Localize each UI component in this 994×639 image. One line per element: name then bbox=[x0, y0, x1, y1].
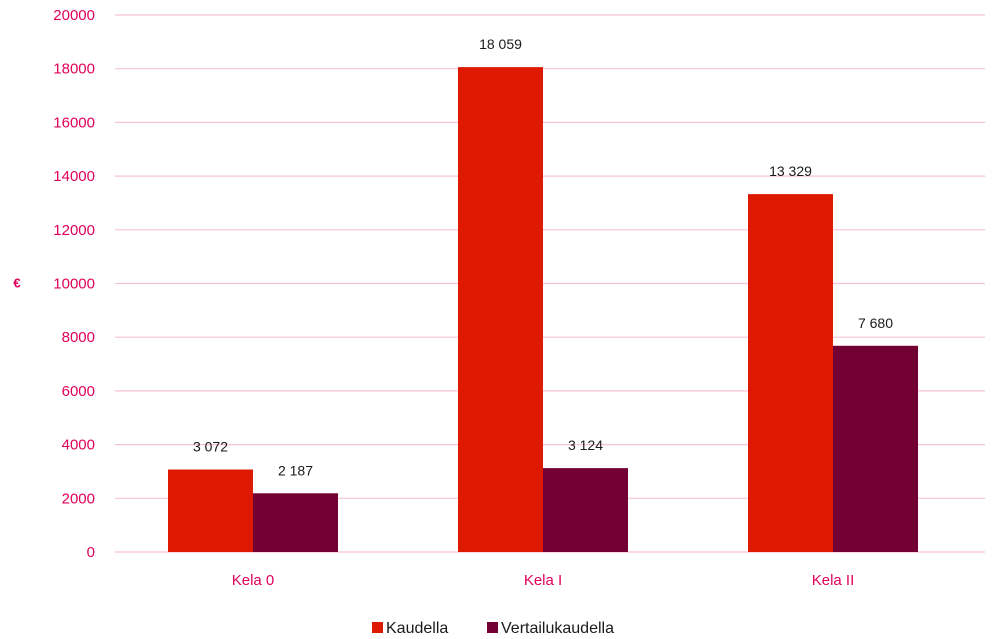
x-axis-ticks: Kela 0 Kela I Kela II bbox=[232, 572, 855, 589]
data-label: 3 072 bbox=[193, 439, 228, 455]
y-tick-label: 4000 bbox=[62, 437, 95, 454]
data-label: 3 124 bbox=[568, 437, 603, 453]
bar-vertailukaudella-3 bbox=[833, 345, 918, 552]
y-axis-ticks: 0 2000 4000 6000 8000 10000 12000 14000 16000 180… bbox=[53, 7, 95, 561]
y-tick-label: 16000 bbox=[53, 114, 95, 131]
y-axis-label: € bbox=[13, 276, 20, 291]
y-tick-label: 6000 bbox=[62, 383, 95, 400]
bar-kaudella-3 bbox=[748, 194, 833, 553]
y-tick-label: 2000 bbox=[62, 490, 95, 507]
bar-kaudella-2 bbox=[458, 67, 543, 553]
y-tick-label: 8000 bbox=[62, 329, 95, 346]
data-label: 7 680 bbox=[858, 315, 893, 331]
y-tick-label: 18000 bbox=[53, 61, 95, 78]
data-label: 2 187 bbox=[278, 462, 313, 478]
data-label: 13 329 bbox=[769, 163, 812, 179]
legend-label: Kaudella bbox=[386, 620, 448, 637]
x-tick-label: Kela I bbox=[524, 572, 562, 589]
legend-label: Vertailukaudella bbox=[501, 620, 614, 637]
x-tick-label: Kela 0 bbox=[232, 572, 275, 589]
bar-kaudella-1 bbox=[168, 469, 253, 552]
legend-swatch bbox=[372, 622, 383, 633]
x-tick-label: Kela II bbox=[812, 572, 855, 589]
data-label: 18 059 bbox=[479, 36, 522, 52]
y-tick-label: 14000 bbox=[53, 168, 95, 185]
bar-vertailukaudella-2 bbox=[543, 468, 628, 552]
bars bbox=[168, 67, 918, 553]
y-tick-label: 0 bbox=[87, 544, 95, 561]
y-tick-label: 10000 bbox=[53, 276, 95, 293]
legend-swatch bbox=[487, 622, 498, 633]
y-tick-label: 20000 bbox=[53, 7, 95, 24]
data-labels: 3 072 2 187 18 059 3 124 13 329 7 680 bbox=[193, 36, 893, 478]
bar-vertailukaudella-1 bbox=[253, 493, 338, 552]
y-tick-label: 12000 bbox=[53, 222, 95, 239]
legend: Kaudella Vertailukaudella bbox=[372, 620, 614, 637]
